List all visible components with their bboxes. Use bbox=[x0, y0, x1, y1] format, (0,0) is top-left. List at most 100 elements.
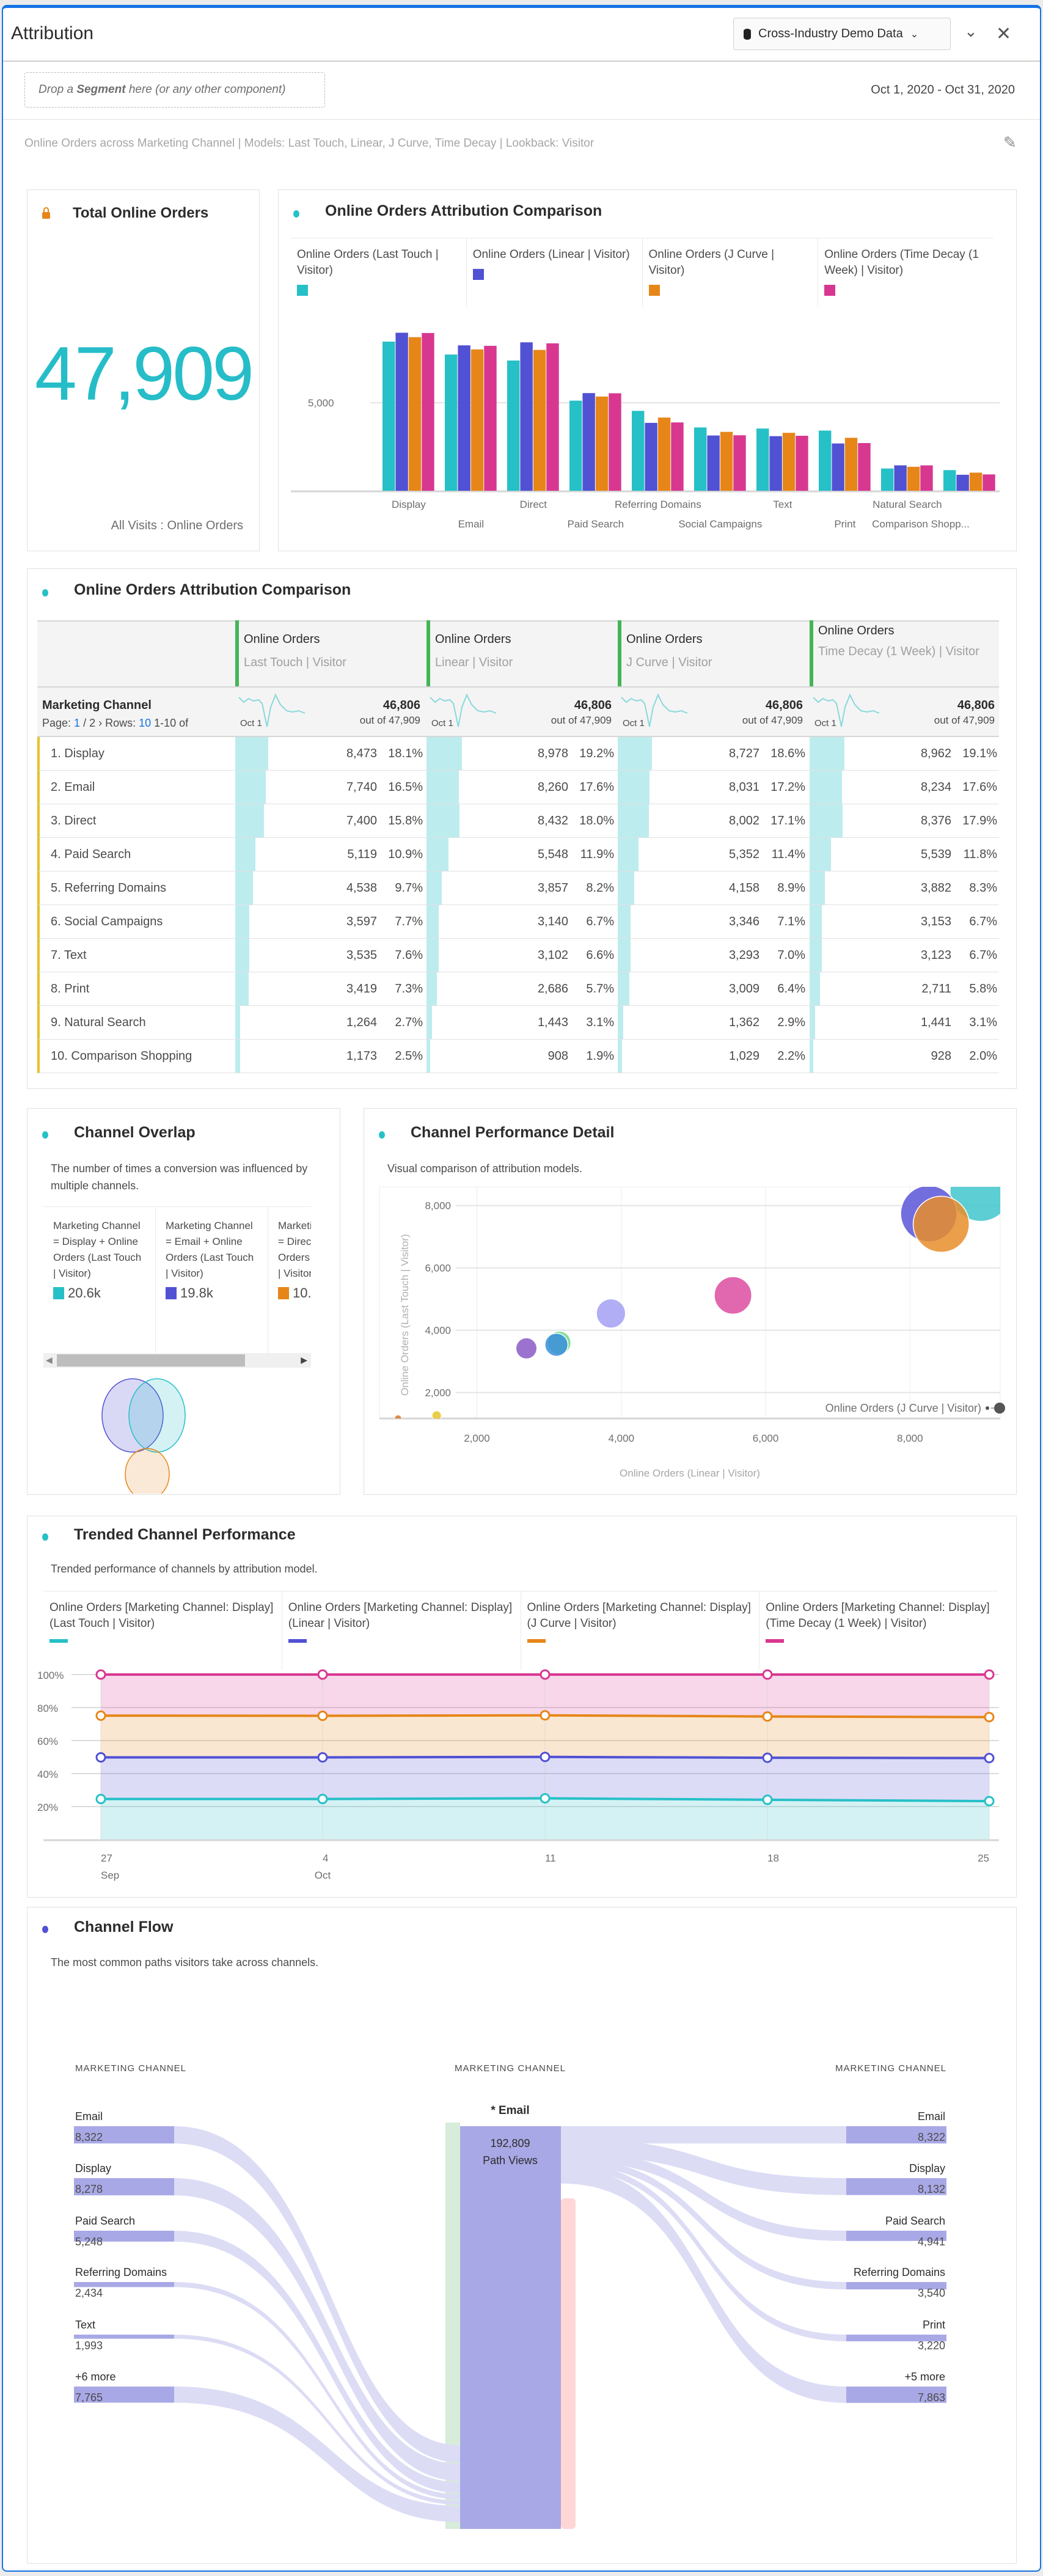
cell-value[interactable]: 2,686 bbox=[537, 982, 568, 996]
horizontal-scrollbar[interactable]: ◀ ▶ bbox=[43, 1353, 311, 1368]
bar[interactable] bbox=[894, 465, 907, 491]
bubble[interactable] bbox=[393, 1414, 403, 1422]
bar[interactable] bbox=[484, 345, 497, 491]
table-row[interactable]: 2. Email 7,740 16.5% 8,260 17.6% 8,031 17.2% 8,… bbox=[37, 771, 999, 804]
table-row[interactable]: 4. Paid Search 5,119 10.9% 5,548 11.9% 5,352 1… bbox=[37, 838, 999, 872]
flow-node[interactable] bbox=[846, 2282, 946, 2290]
row-label[interactable]: 2. Email bbox=[51, 780, 95, 794]
column-metric[interactable]: Online Orders bbox=[244, 633, 320, 646]
row-label[interactable]: 3. Direct bbox=[51, 814, 97, 827]
row-label[interactable]: 5. Referring Domains bbox=[51, 881, 166, 895]
bar[interactable] bbox=[733, 435, 746, 491]
cell-value[interactable]: 1,264 bbox=[346, 1016, 377, 1029]
bar[interactable] bbox=[645, 422, 657, 491]
bar[interactable] bbox=[595, 396, 609, 491]
flow-link[interactable] bbox=[561, 2157, 846, 2290]
cell-value[interactable]: 8,432 bbox=[537, 814, 568, 827]
bar[interactable] bbox=[782, 433, 796, 491]
bar[interactable] bbox=[445, 354, 458, 491]
cell-value[interactable]: 3,293 bbox=[728, 949, 759, 962]
bar[interactable] bbox=[422, 332, 434, 491]
cell-value[interactable]: 3,123 bbox=[920, 949, 951, 962]
data-point[interactable] bbox=[762, 1752, 773, 1763]
column-accent[interactable] bbox=[810, 620, 813, 686]
bar[interactable] bbox=[943, 470, 956, 491]
cell-value[interactable]: 3,597 bbox=[346, 915, 377, 928]
bar[interactable] bbox=[956, 474, 969, 491]
center-node[interactable] bbox=[460, 2126, 561, 2529]
flow-link[interactable] bbox=[561, 2167, 846, 2403]
collapse-button[interactable]: ⌄ bbox=[964, 22, 978, 40]
cell-value[interactable]: 5,539 bbox=[920, 848, 951, 861]
bar[interactable] bbox=[609, 393, 621, 491]
table-row[interactable]: 1. Display 8,473 18.1% 8,978 19.2% 8,727 18.6%… bbox=[37, 737, 999, 771]
row-label[interactable]: 6. Social Campaigns bbox=[51, 915, 163, 928]
column-metric[interactable]: Online Orders bbox=[435, 633, 511, 646]
bar[interactable] bbox=[694, 427, 707, 491]
cell-value[interactable]: 3,102 bbox=[537, 949, 568, 962]
flow-node[interactable] bbox=[846, 2126, 946, 2144]
table-row[interactable]: 3. Direct 7,400 15.8% 8,432 18.0% 8,002 17.1% 8… bbox=[37, 804, 999, 838]
bar[interactable] bbox=[569, 400, 582, 491]
cell-value[interactable]: 3,140 bbox=[537, 915, 568, 928]
data-point[interactable] bbox=[317, 1711, 328, 1721]
flow-link[interactable] bbox=[174, 2387, 460, 2522]
data-point[interactable] bbox=[762, 1711, 773, 1722]
cell-value[interactable]: 1,029 bbox=[728, 1049, 759, 1063]
cell-value[interactable]: 7,740 bbox=[346, 780, 377, 794]
scroll-right-icon[interactable]: ▶ bbox=[301, 1355, 307, 1365]
bar[interactable] bbox=[408, 337, 422, 491]
bar[interactable] bbox=[382, 341, 395, 491]
cell-value[interactable]: 3,882 bbox=[920, 881, 951, 895]
cell-value[interactable]: 5,119 bbox=[347, 848, 377, 861]
cell-value[interactable]: 3,009 bbox=[728, 982, 759, 996]
data-point[interactable] bbox=[95, 1794, 106, 1805]
segment-drop-zone[interactable]: Drop a Segment here (or any other compon… bbox=[24, 72, 325, 108]
bar[interactable] bbox=[533, 350, 546, 491]
bubble[interactable] bbox=[544, 1332, 569, 1357]
venn-legend-item[interactable]: Marketing Channel = Direct + Online Orde… bbox=[268, 1207, 311, 1353]
cell-value[interactable]: 8,031 bbox=[728, 780, 759, 794]
cell-value[interactable]: 8,473 bbox=[346, 747, 377, 760]
cell-value[interactable]: 3,153 bbox=[920, 915, 951, 928]
bar[interactable] bbox=[507, 360, 520, 491]
cell-value[interactable]: 1,362 bbox=[728, 1016, 759, 1029]
bar[interactable] bbox=[769, 436, 782, 491]
bar[interactable] bbox=[720, 431, 733, 491]
column-metric[interactable]: Online Orders bbox=[818, 624, 895, 637]
cell-value[interactable]: 8,727 bbox=[728, 747, 759, 760]
bar[interactable] bbox=[920, 465, 933, 491]
cell-value[interactable]: 1,173 bbox=[346, 1049, 377, 1063]
data-point[interactable] bbox=[762, 1794, 773, 1805]
flow-node[interactable] bbox=[846, 2231, 946, 2241]
cell-value[interactable]: 8,002 bbox=[728, 814, 759, 827]
cell-value[interactable]: 1,443 bbox=[537, 1016, 568, 1029]
flow-node[interactable] bbox=[74, 2231, 174, 2242]
scroll-left-icon[interactable]: ◀ bbox=[46, 1355, 53, 1365]
data-point[interactable] bbox=[540, 1669, 551, 1680]
cell-value[interactable]: 1,441 bbox=[920, 1016, 951, 1029]
next-page-icon[interactable]: › bbox=[98, 717, 103, 729]
bubble[interactable] bbox=[714, 1276, 753, 1315]
bar[interactable] bbox=[844, 438, 858, 491]
bar[interactable] bbox=[458, 345, 470, 491]
cell-value[interactable]: 4,538 bbox=[346, 881, 377, 895]
legend-item[interactable]: Online Orders [Marketing Channel: Displa… bbox=[759, 1591, 998, 1670]
flow-node[interactable] bbox=[74, 2387, 174, 2403]
legend-item[interactable]: Online Orders (Linear | Visitor) bbox=[467, 238, 643, 307]
row-label[interactable]: 8. Print bbox=[51, 982, 90, 996]
bar[interactable] bbox=[969, 472, 983, 491]
row-label[interactable]: 1. Display bbox=[51, 747, 104, 760]
cell-value[interactable]: 3,535 bbox=[346, 949, 377, 962]
cell-value[interactable]: 928 bbox=[931, 1049, 951, 1063]
flow-link[interactable] bbox=[561, 2138, 846, 2195]
data-point[interactable] bbox=[95, 1710, 106, 1721]
row-label[interactable]: 10. Comparison Shopping bbox=[51, 1049, 192, 1063]
table-row[interactable]: 7. Text 3,535 7.6% 3,102 6.6% 3,293 7.0% 3,123 6… bbox=[37, 939, 999, 972]
venn-legend-item[interactable]: Marketing Channel = Email + Online Order… bbox=[156, 1207, 268, 1353]
dimension-header[interactable]: Marketing Channel bbox=[42, 699, 152, 712]
close-button[interactable]: ✕ bbox=[996, 24, 1012, 44]
data-point[interactable] bbox=[317, 1669, 328, 1680]
venn-circle-email[interactable] bbox=[101, 1378, 164, 1453]
bar[interactable] bbox=[470, 349, 484, 491]
